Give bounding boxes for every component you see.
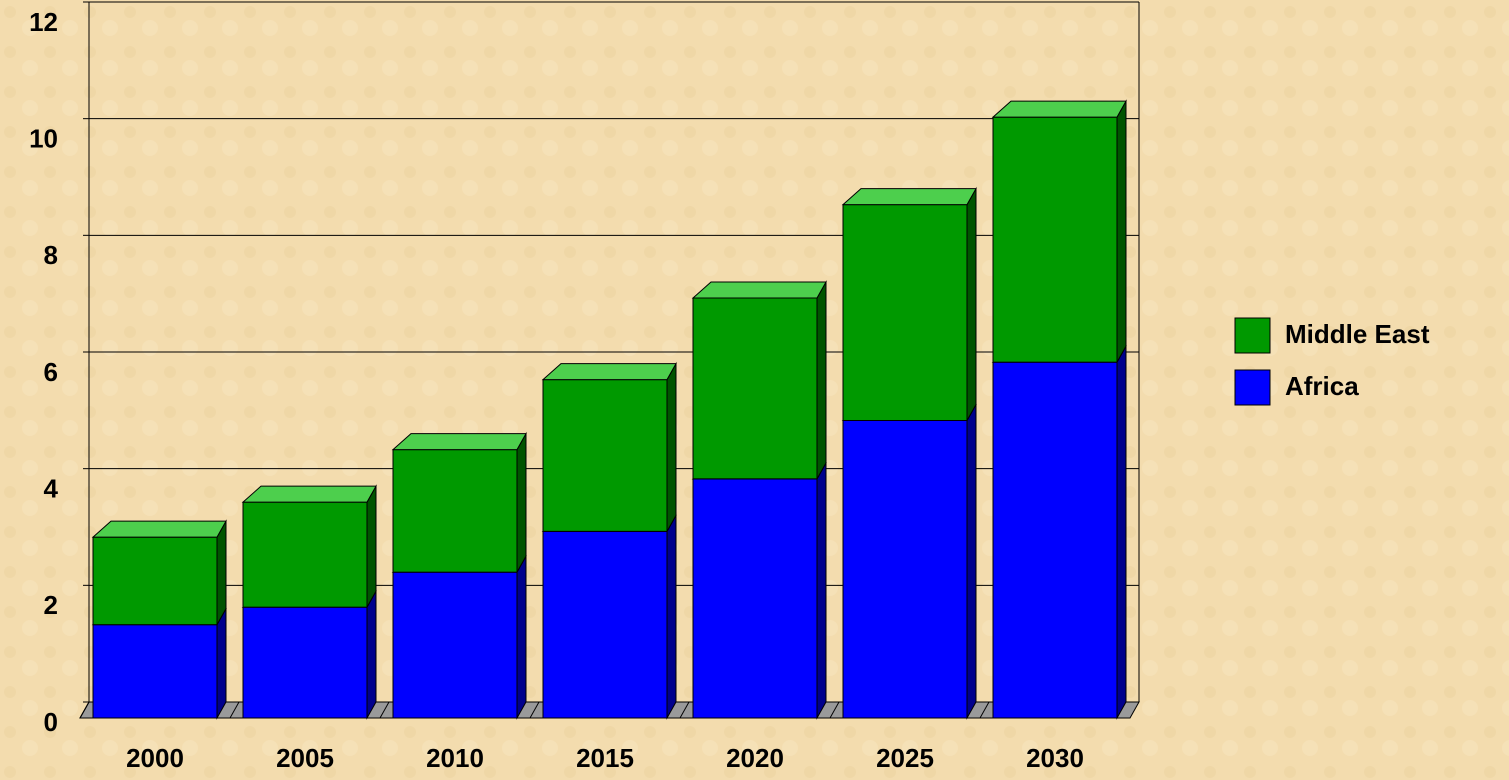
x-tick-label: 2025 [876, 743, 934, 773]
bar-top [91, 520, 227, 538]
y-tick-label: 12 [29, 7, 58, 37]
x-tick-label: 2015 [576, 743, 634, 773]
y-tick-label: 6 [44, 357, 58, 387]
bar-side [366, 589, 377, 720]
x-tick-label: 2020 [726, 743, 784, 773]
bar [692, 297, 818, 480]
bar [992, 361, 1118, 719]
bar [92, 624, 218, 719]
bar [242, 501, 368, 608]
x-tick-label: 2010 [426, 743, 484, 773]
bar [842, 204, 968, 421]
bar-side [216, 519, 227, 627]
bar-top [391, 433, 527, 451]
floor-divider [529, 701, 540, 719]
y-tick-label: 10 [29, 124, 58, 154]
x-tick-label: 2005 [276, 743, 334, 773]
legend-swatch [1234, 317, 1271, 354]
bar-top [841, 188, 977, 206]
floor-divider [229, 701, 240, 719]
bar-side [666, 361, 677, 534]
floor-divider [979, 701, 990, 719]
bar-side [816, 460, 827, 720]
bar [542, 379, 668, 532]
legend-swatch [1234, 369, 1271, 406]
legend-label: Middle East [1285, 319, 1430, 349]
bar [92, 536, 218, 626]
bar-side [516, 431, 527, 575]
bar-side [966, 186, 977, 423]
bar-side [816, 280, 827, 481]
x-tick-label: 2000 [126, 743, 184, 773]
bar [392, 571, 518, 719]
bar-top [241, 485, 377, 503]
bar-side [366, 484, 377, 610]
bar-side [666, 513, 677, 720]
bar-top [991, 100, 1127, 118]
x-tick-label: 2030 [1026, 743, 1084, 773]
bar [692, 478, 818, 719]
floor-divider [829, 701, 840, 719]
bar-side [216, 606, 227, 720]
bar-side [966, 402, 977, 720]
legend-label: Africa [1285, 371, 1359, 401]
y-tick-label: 0 [44, 707, 58, 737]
floor-divider [679, 701, 690, 719]
bar [542, 530, 668, 719]
bar [392, 449, 518, 573]
y-tick-label: 2 [44, 590, 58, 620]
y-tick-label: 8 [44, 240, 58, 270]
y-tick-label: 4 [44, 474, 59, 504]
bar-side [516, 554, 527, 720]
bar-side [1116, 99, 1127, 365]
bar [242, 606, 368, 719]
bar [992, 116, 1118, 363]
bar-side [1116, 344, 1127, 720]
floor-divider [79, 701, 90, 719]
floor-divider [379, 701, 390, 719]
bar-top [541, 363, 677, 381]
bar-top [691, 281, 827, 299]
bar [842, 420, 968, 719]
